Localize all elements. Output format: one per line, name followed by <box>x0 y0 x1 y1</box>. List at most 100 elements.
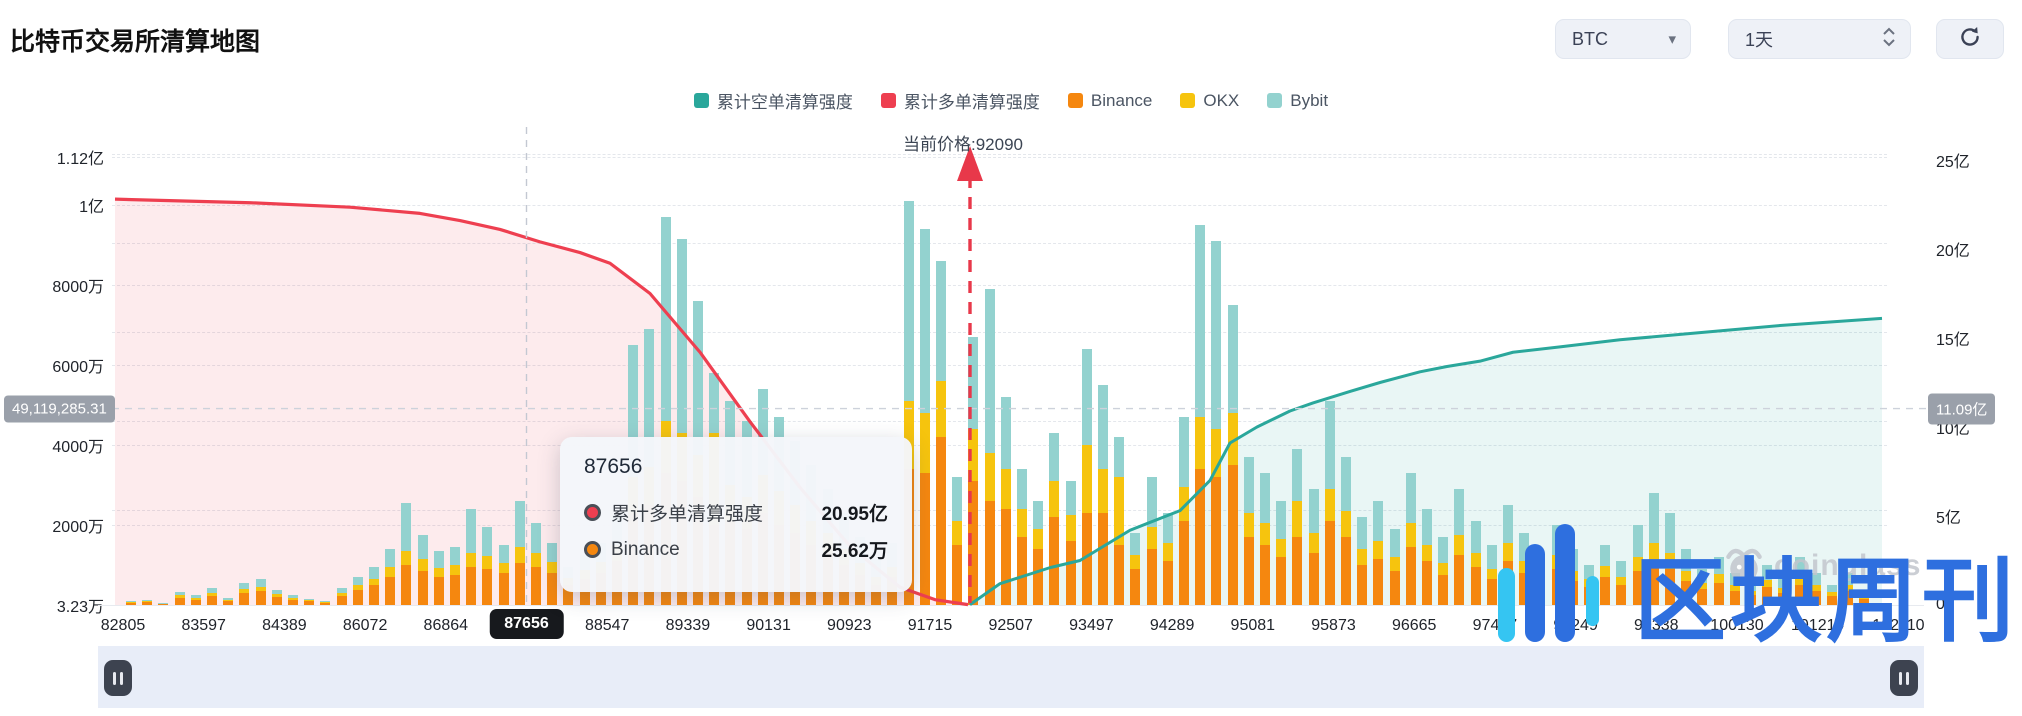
bar-segment-okx <box>1389 557 1400 571</box>
bar-segment-bybit <box>1729 573 1740 585</box>
interval-select-value: 1天 <box>1745 30 1774 50</box>
left-axis-pointer-badge: 49,119,285.31 <box>4 395 115 423</box>
bar-segment-okx <box>482 556 493 569</box>
bar-segment-okx <box>352 585 363 590</box>
bar-segment-okx <box>401 551 412 565</box>
bar-segment-okx <box>1810 585 1821 591</box>
bar-segment-bybit <box>1470 521 1481 553</box>
legend-item-long-liq[interactable]: 累计多单清算强度 <box>880 88 1040 113</box>
legend-item-binance[interactable]: Binance <box>1067 88 1152 113</box>
bar-segment-binance <box>498 573 509 605</box>
bar-segment-bybit <box>239 582 250 590</box>
bar-segment-bybit <box>1211 241 1222 429</box>
bar-segment-bybit <box>936 261 946 381</box>
bar-segment-okx <box>1697 583 1708 589</box>
gridline <box>112 332 1887 333</box>
gridline <box>112 285 1887 286</box>
site-watermark-logo-icon <box>1498 524 1616 642</box>
legend-item-okx[interactable]: OKX <box>1180 88 1239 113</box>
bar-segment-okx <box>1211 429 1222 477</box>
bar-segment-okx <box>1454 535 1465 555</box>
bar-segment-okx <box>271 594 282 597</box>
bar-segment-okx <box>1648 543 1659 561</box>
gridline <box>112 157 1887 158</box>
bar-segment-okx <box>320 601 331 603</box>
bar-segment-okx <box>1422 545 1432 561</box>
bar-segment-okx <box>1600 565 1611 577</box>
series-marker-orange <box>584 541 601 558</box>
bar-segment-okx <box>1179 487 1189 521</box>
tooltip-row: 累计多单清算强度 20.95亿 <box>584 499 888 526</box>
right-axis-tick: 0 <box>1936 596 1945 613</box>
bar-segment-binance <box>1195 469 1206 605</box>
bar-segment-binance <box>919 473 930 605</box>
bar-segment-okx <box>1859 595 1870 599</box>
bar-segment-bybit <box>433 551 444 569</box>
interval-select[interactable]: 1天 <box>1728 19 1911 59</box>
bar-segment-bybit <box>676 239 687 433</box>
right-axis-tick: 25亿 <box>1936 154 1970 171</box>
bar-segment-okx <box>1130 555 1141 569</box>
bar-segment-bybit <box>466 509 477 553</box>
left-axis-tick: 4000万 <box>52 439 104 456</box>
bar-segment-okx <box>1065 515 1076 541</box>
bar-segment-binance <box>482 569 493 605</box>
refresh-button[interactable] <box>1936 19 2004 59</box>
bar-segment-bybit <box>1713 557 1724 575</box>
bar-segment-okx <box>1729 585 1740 591</box>
bar-segment-bybit <box>142 599 153 602</box>
right-axis-tick: 10亿 <box>1936 421 1970 438</box>
bar-segment-binance <box>1341 537 1351 605</box>
bar-segment-bybit <box>1746 581 1756 591</box>
bar-segment-bybit <box>482 527 493 557</box>
bar-segment-bybit <box>1098 385 1108 469</box>
x-axis-tick: 101219 <box>1790 617 1845 634</box>
bar-segment-bybit <box>1146 477 1157 527</box>
bar-segment-okx <box>1341 511 1351 537</box>
bar-segment-binance <box>1762 587 1773 605</box>
tooltip-title: 87656 <box>584 455 643 478</box>
bar-segment-bybit <box>1697 569 1708 583</box>
bar-segment-binance <box>984 501 995 605</box>
bar-segment-okx <box>1195 417 1206 469</box>
bar-segment-okx <box>207 593 217 596</box>
bar-segment-binance <box>563 585 574 605</box>
bar-segment-bybit <box>1081 349 1092 445</box>
chevron-down-icon: ▾ <box>1668 31 1676 48</box>
bar-segment-okx <box>239 589 250 593</box>
bar-segment-binance <box>1486 579 1497 605</box>
bar-segment-binance <box>158 603 169 605</box>
symbol-select[interactable]: BTC ▾ <box>1555 19 1691 59</box>
legend-item-bybit[interactable]: Bybit <box>1267 88 1328 113</box>
bar-segment-bybit <box>1000 397 1011 469</box>
bar-segment-okx <box>1260 523 1270 545</box>
datazoom-right-handle[interactable] <box>1890 660 1918 696</box>
bar-segment-binance <box>1632 571 1643 605</box>
gridline <box>112 154 1887 155</box>
bar-segment-okx <box>968 429 979 481</box>
datazoom-slider[interactable] <box>98 646 1924 708</box>
bar-segment-okx <box>1000 469 1011 509</box>
x-axis-tick: 93497 <box>1069 617 1114 634</box>
bar-segment-bybit <box>1584 565 1594 579</box>
bar-segment-okx <box>1017 509 1027 537</box>
bar-segment-binance <box>401 565 412 605</box>
legend-swatch-lightteal <box>1267 93 1283 108</box>
bar-segment-binance <box>1470 567 1481 605</box>
legend-label: 累计多单清算强度 <box>903 93 1040 112</box>
bar-segment-bybit <box>1389 529 1400 557</box>
legend-swatch-red <box>880 93 896 108</box>
legend-item-short-liq[interactable]: 累计空单清算强度 <box>693 88 853 113</box>
bar-segment-binance <box>288 599 298 605</box>
datazoom-left-handle[interactable] <box>104 660 132 696</box>
bar-segment-bybit <box>709 373 720 433</box>
bar-segment-bybit <box>1762 565 1773 580</box>
bar-segment-bybit <box>628 345 639 477</box>
series-marker-red <box>584 504 601 521</box>
bar-segment-bybit <box>531 523 541 553</box>
bar-segment-binance <box>1146 549 1157 605</box>
bar-segment-okx <box>1033 529 1044 549</box>
bar-segment-okx <box>1276 539 1287 557</box>
bar-segment-binance <box>514 563 525 605</box>
bar-segment-okx <box>498 563 509 573</box>
